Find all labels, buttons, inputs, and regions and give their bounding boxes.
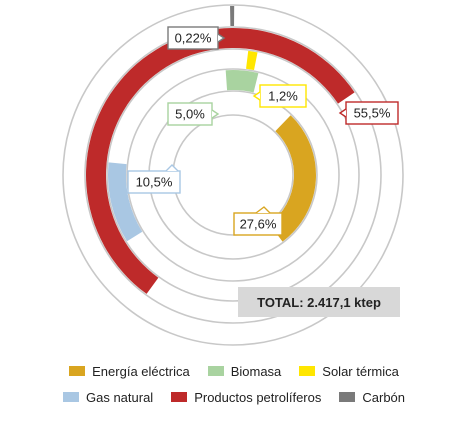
callout-productos-petroliferos: 55,5% xyxy=(338,101,399,125)
ring-guide-5 xyxy=(84,26,382,324)
legend-label: Solar térmica xyxy=(322,363,399,379)
legend-swatch xyxy=(339,392,356,402)
legend-label: Gas natural xyxy=(85,389,154,405)
value-label: 0,22% xyxy=(175,31,212,46)
ring-guide-4 xyxy=(106,48,360,302)
ring-callouts: 27,6% 5,0% 1,2% 10,5% 55,5% 0,22% xyxy=(127,26,399,236)
ring-arcs xyxy=(86,5,355,294)
legend-row-2: Gas natural Productos petrolíferos Carbón xyxy=(0,384,468,410)
legend-label: Energía eléctrica xyxy=(92,363,190,379)
legend-item-productos-petroliferos: Productos petrolíferos xyxy=(171,390,321,405)
callout-pointer xyxy=(252,91,261,101)
legend-label: Biomasa xyxy=(230,363,282,379)
value-label: 5,0% xyxy=(175,107,205,122)
legend: Energía eléctrica Biomasa Solar térmica Gas… xyxy=(0,358,468,410)
ring-chart: 27,6% 5,0% 1,2% 10,5% 55,5% 0,22% TOTAL: 2.41… xyxy=(62,4,404,346)
legend-label: Productos petrolíferos xyxy=(194,389,322,405)
callout-pointer xyxy=(217,33,226,43)
callout-pointer xyxy=(255,206,271,214)
ring-guides xyxy=(62,4,404,346)
value-label: 1,2% xyxy=(268,89,298,104)
callout-energia-electrica: 27,6% xyxy=(233,206,283,236)
legend-swatch xyxy=(207,366,224,376)
legend-swatch xyxy=(62,392,79,402)
legend-label: Carbón xyxy=(362,389,406,405)
legend-item-gas-natural: Gas natural xyxy=(62,389,154,405)
legend-row-1: Energía eléctrica Biomasa Solar térmica xyxy=(0,358,468,384)
value-label: 55,5% xyxy=(354,106,391,121)
value-label: 10,5% xyxy=(136,175,173,190)
callout-box xyxy=(127,170,181,194)
total-label: TOTAL: 2.417,1 ktep xyxy=(257,295,381,310)
arc-solar-termica xyxy=(246,50,258,71)
callout-gas-natural: 10,5% xyxy=(127,164,181,194)
legend-item-energia-electrica: Energía eléctrica xyxy=(69,364,190,379)
ring-guide-6 xyxy=(62,4,404,346)
callout-solar-termica: 1,2% xyxy=(252,84,307,108)
arc-biomasa xyxy=(225,70,259,93)
callout-pointer xyxy=(338,108,347,118)
legend-swatch xyxy=(299,366,316,376)
callout-pointer xyxy=(165,164,179,172)
legend-item-carbon: Carbón xyxy=(339,390,405,405)
ring-guide-3 xyxy=(126,68,340,282)
total-box: TOTAL: 2.417,1 ktep xyxy=(238,287,400,317)
legend-swatch xyxy=(69,366,86,376)
legend-swatch xyxy=(171,392,188,402)
value-label: 27,6% xyxy=(240,217,277,232)
callout-carbon: 0,22% xyxy=(167,26,226,50)
arc-energia-electrica xyxy=(269,115,316,242)
arc-gas-natural xyxy=(107,162,143,242)
legend-item-solar-termica: Solar térmica xyxy=(299,364,399,379)
arc-carbon xyxy=(230,5,235,27)
callout-biomasa: 5,0% xyxy=(167,102,220,126)
callout-pointer xyxy=(211,109,220,119)
legend-item-biomasa: Biomasa xyxy=(207,363,282,379)
